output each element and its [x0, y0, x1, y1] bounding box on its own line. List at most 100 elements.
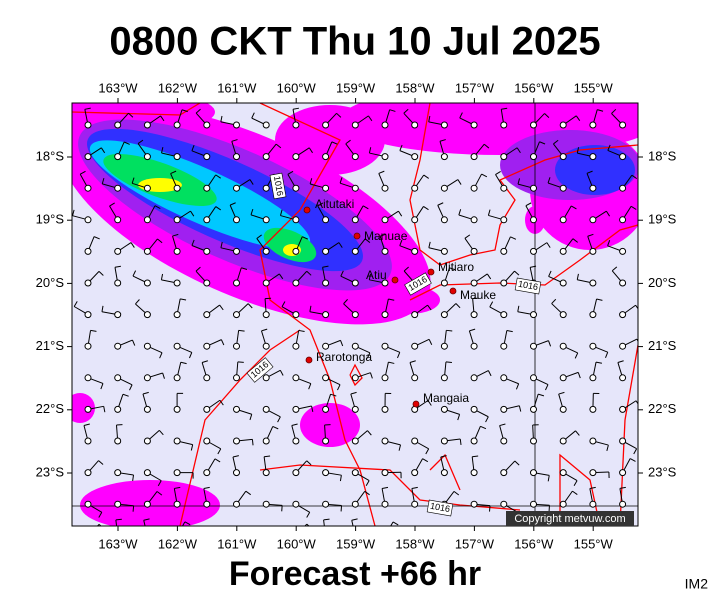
barb-station — [440, 184, 448, 192]
barb-station — [500, 279, 508, 287]
barb-station — [470, 500, 478, 508]
barb-station — [440, 216, 448, 224]
barb-staff — [181, 521, 186, 526]
barb-station — [411, 121, 419, 129]
barb-flag — [364, 490, 370, 496]
barb-station — [292, 216, 300, 224]
barb-flag — [180, 298, 187, 301]
barb-flag — [572, 490, 578, 495]
barb-station — [292, 279, 300, 287]
barb-flag — [98, 460, 104, 465]
barb-station — [351, 437, 359, 445]
lat-label: 22°S — [36, 401, 65, 416]
barb-flag — [538, 393, 545, 397]
barb-flag — [469, 328, 476, 332]
barb-station — [470, 374, 478, 382]
barb-station — [351, 342, 359, 350]
barb-station — [173, 405, 181, 413]
barb-flag — [160, 273, 164, 280]
barb-flag — [525, 202, 532, 207]
barb-flag — [132, 474, 135, 481]
lat-label: 20°S — [648, 275, 677, 290]
barb-station — [411, 469, 419, 477]
barb-station — [440, 342, 448, 350]
barb-station — [441, 533, 447, 539]
barb-station — [143, 184, 151, 192]
barb-flag — [635, 304, 638, 310]
barb-flag — [84, 107, 91, 110]
barb-flag — [398, 444, 402, 451]
barb-station — [530, 311, 537, 319]
barb-station — [292, 184, 300, 192]
barb-station — [262, 437, 270, 445]
barb-station — [173, 342, 181, 350]
lon-label: 162°W — [158, 80, 198, 95]
barb-station — [262, 121, 270, 129]
lon-label: 159°W — [336, 536, 376, 551]
barb-station — [381, 405, 389, 413]
barb-station — [500, 437, 508, 445]
barb-flag — [409, 360, 416, 363]
barb-station — [203, 437, 211, 445]
barb-flag — [103, 406, 106, 413]
barb-station — [530, 153, 537, 161]
barb-station — [262, 216, 270, 224]
barb-station — [530, 121, 537, 129]
barb-station — [619, 405, 627, 413]
barb-station — [84, 342, 92, 350]
barb-station — [114, 437, 122, 445]
barb-station — [411, 247, 419, 255]
barb-station — [619, 121, 627, 129]
barb-flag — [132, 505, 135, 512]
place-marker — [391, 276, 399, 284]
barb-flag — [425, 448, 430, 455]
barb-station — [173, 469, 181, 477]
isobar-label-box — [426, 499, 454, 517]
barb-station — [381, 121, 389, 129]
barb-flag — [172, 233, 179, 237]
barb-station — [589, 500, 597, 508]
barb-station — [411, 216, 419, 224]
barb-flag — [98, 523, 102, 526]
barb-staff — [143, 520, 146, 526]
barb-flag — [279, 209, 283, 216]
barb-station — [411, 437, 419, 445]
barb-flag — [489, 301, 494, 308]
barb-flag — [191, 239, 195, 246]
barb-flag — [368, 273, 372, 280]
barb-station — [530, 405, 537, 413]
isobar-label: 1016 — [514, 277, 542, 295]
barb-flag — [611, 108, 617, 114]
barb-flag — [605, 352, 609, 358]
barb-station — [84, 279, 92, 287]
isobar-value: 1016 — [517, 279, 538, 292]
barb-station — [143, 153, 151, 161]
barb-flag — [351, 518, 358, 521]
barb-station — [203, 311, 211, 319]
barb-flag — [399, 239, 403, 246]
barb-flag — [338, 242, 343, 248]
barb-flag — [427, 400, 432, 406]
barb-flag — [157, 238, 163, 244]
lon-label: 159°W — [336, 80, 376, 95]
barb-flag — [397, 352, 401, 359]
barb-station — [530, 374, 537, 382]
barb-flag — [575, 430, 580, 436]
barb-station — [560, 533, 566, 539]
barb-station — [559, 216, 567, 224]
barb-flag — [322, 265, 329, 268]
barb-flag — [309, 305, 312, 312]
barb-flag — [472, 297, 479, 300]
lat-label: 19°S — [648, 212, 677, 227]
place-name: Aitutaki — [315, 197, 354, 211]
barb-station — [233, 437, 240, 445]
lon-label: 160°W — [277, 80, 317, 95]
barb-station — [262, 247, 270, 255]
barb-station — [470, 216, 478, 224]
barb-flag — [214, 458, 221, 463]
barb-flag — [98, 512, 103, 518]
barb-flag — [115, 518, 122, 521]
barb-flag — [486, 273, 492, 280]
barb-station — [411, 153, 419, 161]
barb-flag — [570, 205, 577, 210]
